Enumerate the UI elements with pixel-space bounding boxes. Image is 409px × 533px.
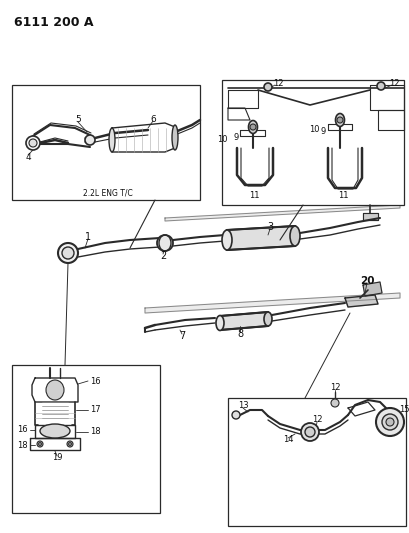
Ellipse shape [335,114,344,126]
Ellipse shape [263,312,271,326]
Circle shape [336,117,342,123]
Polygon shape [227,226,294,250]
Circle shape [37,441,43,447]
Text: 19: 19 [52,454,62,463]
Text: 18: 18 [17,440,28,449]
Text: 6: 6 [150,115,155,124]
Circle shape [29,139,37,147]
Polygon shape [220,312,267,330]
Text: 8: 8 [236,329,243,339]
Polygon shape [362,213,377,220]
Polygon shape [227,108,249,120]
Polygon shape [35,425,75,438]
Text: 3: 3 [266,222,272,232]
Text: 12: 12 [329,384,339,392]
Circle shape [385,418,393,426]
Polygon shape [327,124,351,130]
Circle shape [67,441,73,447]
Bar [12,85,200,200]
Text: 10: 10 [309,125,319,134]
Circle shape [26,136,40,150]
Text: 2.2L ENG T/C: 2.2L ENG T/C [83,189,133,198]
Ellipse shape [216,316,223,330]
Text: 2: 2 [160,251,166,261]
Circle shape [300,423,318,441]
Circle shape [62,247,74,259]
Polygon shape [145,293,399,313]
Text: 5: 5 [75,116,81,125]
Text: 16: 16 [90,376,100,385]
Circle shape [85,135,95,145]
Polygon shape [112,123,175,152]
Circle shape [249,124,255,130]
Text: 9: 9 [319,127,325,136]
Circle shape [381,414,397,430]
Polygon shape [362,282,381,296]
Circle shape [58,243,78,263]
Polygon shape [344,295,377,307]
Circle shape [375,408,403,436]
Text: 20: 20 [359,276,373,286]
Text: 15: 15 [398,406,409,415]
Text: 13: 13 [237,401,248,410]
Text: 12: 12 [272,78,283,87]
Text: 10: 10 [217,135,227,144]
Bar [227,398,405,526]
Text: 12: 12 [388,78,398,87]
Polygon shape [30,438,80,450]
Ellipse shape [172,125,178,150]
Text: 9: 9 [233,133,238,142]
Text: 14: 14 [282,435,292,445]
Circle shape [376,82,384,90]
Circle shape [38,442,41,446]
Circle shape [157,235,173,251]
Polygon shape [377,110,403,130]
Text: 18: 18 [90,427,100,437]
Text: 12: 12 [311,416,321,424]
Polygon shape [164,205,399,221]
Polygon shape [347,402,374,416]
Text: 16: 16 [17,425,28,434]
Ellipse shape [289,226,299,246]
Ellipse shape [109,128,115,152]
Polygon shape [32,378,78,402]
Text: 11: 11 [337,191,347,200]
Bar [221,80,403,205]
Text: 6111 200 A: 6111 200 A [14,16,93,29]
Bar [12,365,160,513]
Text: 11: 11 [248,190,258,199]
Polygon shape [369,85,403,110]
Ellipse shape [248,120,257,133]
Text: 17: 17 [90,406,100,415]
Ellipse shape [221,230,231,250]
Circle shape [231,411,239,419]
Circle shape [330,399,338,407]
Circle shape [263,83,271,91]
Polygon shape [227,90,257,108]
Text: 4: 4 [25,152,31,161]
Ellipse shape [40,424,70,438]
Text: 1: 1 [85,232,91,242]
Ellipse shape [46,380,64,400]
Circle shape [304,427,314,437]
Text: 7: 7 [178,331,185,341]
Circle shape [68,442,71,446]
Polygon shape [239,130,264,136]
